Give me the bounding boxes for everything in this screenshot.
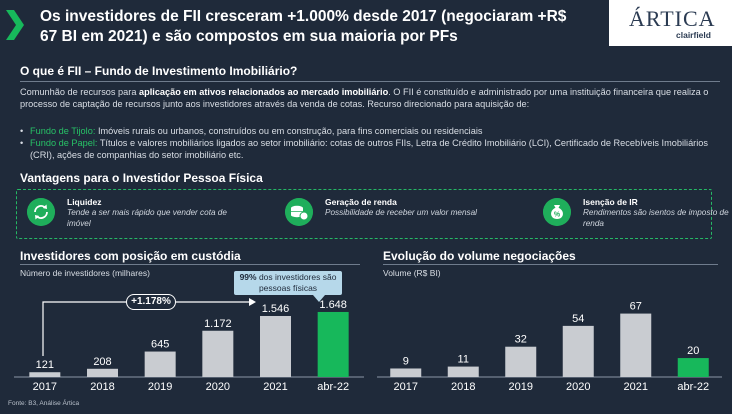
volume-chart-title: Evolução do volume negociações (383, 249, 576, 263)
callout-text: dos investidores são pessoas físicas (256, 272, 337, 293)
x-tick-2020: 2020 (566, 381, 590, 393)
advantage-item: Liquidez Tende a ser mais rápido que ven… (27, 196, 237, 236)
advantage-desc: Rendimentos são isentos de imposto de re… (583, 208, 729, 228)
bar-2017 (390, 368, 422, 377)
data-label-2021: 1.546 (262, 303, 290, 315)
svg-text:%: % (554, 212, 561, 219)
bar-abr-22 (317, 311, 349, 377)
chevron-right-icon (6, 10, 24, 40)
source-note: Fonte: B3, Análise Ártica (8, 400, 80, 407)
intro-text-bold: aplicação em ativos relacionados ao merc… (139, 87, 389, 97)
divider (20, 81, 720, 82)
bar-2018 (447, 366, 479, 377)
divider (383, 264, 718, 265)
data-label-2019: 645 (151, 339, 169, 351)
x-tick-abr-22: abr-22 (317, 381, 349, 393)
advantage-title: Isenção de IR (583, 197, 638, 207)
bullet-text: Títulos e valores mobiliários ligados ao… (30, 138, 708, 160)
advantage-desc: Possibilidade de receber um valor mensal (325, 208, 478, 217)
bar-2019 (144, 351, 176, 377)
company-logo: ÁRTICA clairfield (609, 0, 732, 46)
bar-2021 (620, 313, 652, 377)
advantages-title: Vantagens para o Investidor Pessoa Físic… (20, 171, 263, 185)
x-tick-2018: 2018 (451, 381, 475, 393)
bar-2017 (29, 372, 61, 377)
intro-text-pre: Comunhão de recursos para (20, 87, 139, 97)
bar-2018 (87, 368, 118, 377)
refresh-icon (27, 198, 55, 226)
data-label-2018: 208 (93, 356, 111, 368)
data-label-2017: 121 (36, 359, 54, 371)
x-tick-2021: 2021 (263, 381, 287, 393)
logo-wordmark: ÁRTICA (629, 6, 716, 31)
data-label-2018: 11 (458, 354, 469, 366)
advantage-item: Geração de renda Possibilidade de recebe… (285, 196, 495, 236)
coins-icon (285, 198, 313, 226)
bar-abr-22 (677, 358, 709, 377)
logo-subtitle: clairfield (676, 30, 711, 40)
x-tick-2021: 2021 (624, 381, 648, 393)
x-tick-abr-22: abr-22 (677, 381, 709, 393)
data-label-2019: 32 (515, 334, 527, 346)
data-label-2020: 1.172 (204, 318, 232, 330)
definition-intro: Comunhão de recursos para aplicação em a… (20, 86, 720, 110)
data-label-2017: 9 (403, 355, 409, 367)
volume-chart-ylabel: Volume (R$ BI) (383, 268, 441, 278)
data-label-2020: 54 (572, 313, 584, 325)
growth-badge: +1.178% (126, 294, 176, 310)
header-bar: Os investidores de FII cresceram +1.000%… (0, 0, 732, 58)
advantage-title: Geração de renda (325, 197, 397, 207)
x-tick-2017: 2017 (33, 381, 57, 393)
percent-bag-icon: % (543, 198, 571, 226)
x-tick-2019: 2019 (509, 381, 533, 393)
x-tick-2017: 2017 (394, 381, 418, 393)
intro-text-post: . O FII é constituído e administrado por… (20, 87, 709, 109)
investors-callout: 99% dos investidores são pessoas físicas (234, 271, 342, 295)
advantages-panel: Liquidez Tende a ser mais rápido que ven… (16, 189, 729, 239)
callout-pointer (313, 295, 325, 302)
advantage-desc: Tende a ser mais rápido que vender cota … (67, 208, 227, 228)
bar-2021 (260, 315, 291, 377)
callout-percent: 99% (239, 272, 257, 282)
investors-bar-chart: 121 2017 208 2018 645 2019 1.172 2020 1.546 2021 1… (14, 300, 364, 393)
bullet-label: Fundo de Papel: (30, 138, 98, 148)
divider (20, 264, 360, 265)
list-item: • Fundo de Papel: Títulos e valores mobi… (20, 138, 708, 160)
x-tick-2019: 2019 (148, 381, 172, 393)
bullet-label: Fundo de Tijolo: (30, 126, 96, 136)
bar-2019 (505, 346, 537, 377)
volume-bar-chart: 9 2017 11 2018 32 2019 54 2020 67 2021 20 abr-22 (377, 301, 722, 393)
bar-2020 (562, 325, 594, 377)
list-item: • Fundo de Tijolo: Imóveis rurais ou urb… (20, 126, 483, 136)
data-label-abr-22: 20 (687, 345, 699, 357)
advantage-item: % Isenção de IR Rendimentos são isentos … (543, 196, 732, 236)
investors-chart-ylabel: Número de investidores (milhares) (20, 268, 150, 278)
page-title: Os investidores de FII cresceram +1.000%… (40, 8, 567, 45)
definition-title: O que é FII – Fundo de Investimento Imob… (20, 64, 298, 78)
x-tick-2020: 2020 (206, 381, 230, 393)
advantage-title: Liquidez (67, 197, 102, 207)
investors-chart-title: Investidores com posição em custódia (20, 249, 241, 263)
data-label-2021: 67 (630, 301, 642, 313)
data-label-abr-22: 1.648 (319, 300, 347, 311)
fund-type-list: • Fundo de Tijolo: Imóveis rurais ou urb… (20, 125, 720, 161)
x-tick-2018: 2018 (90, 381, 114, 393)
bar-2020 (202, 330, 234, 377)
bullet-text: Imóveis rurais ou urbanos, construídos o… (95, 126, 483, 136)
